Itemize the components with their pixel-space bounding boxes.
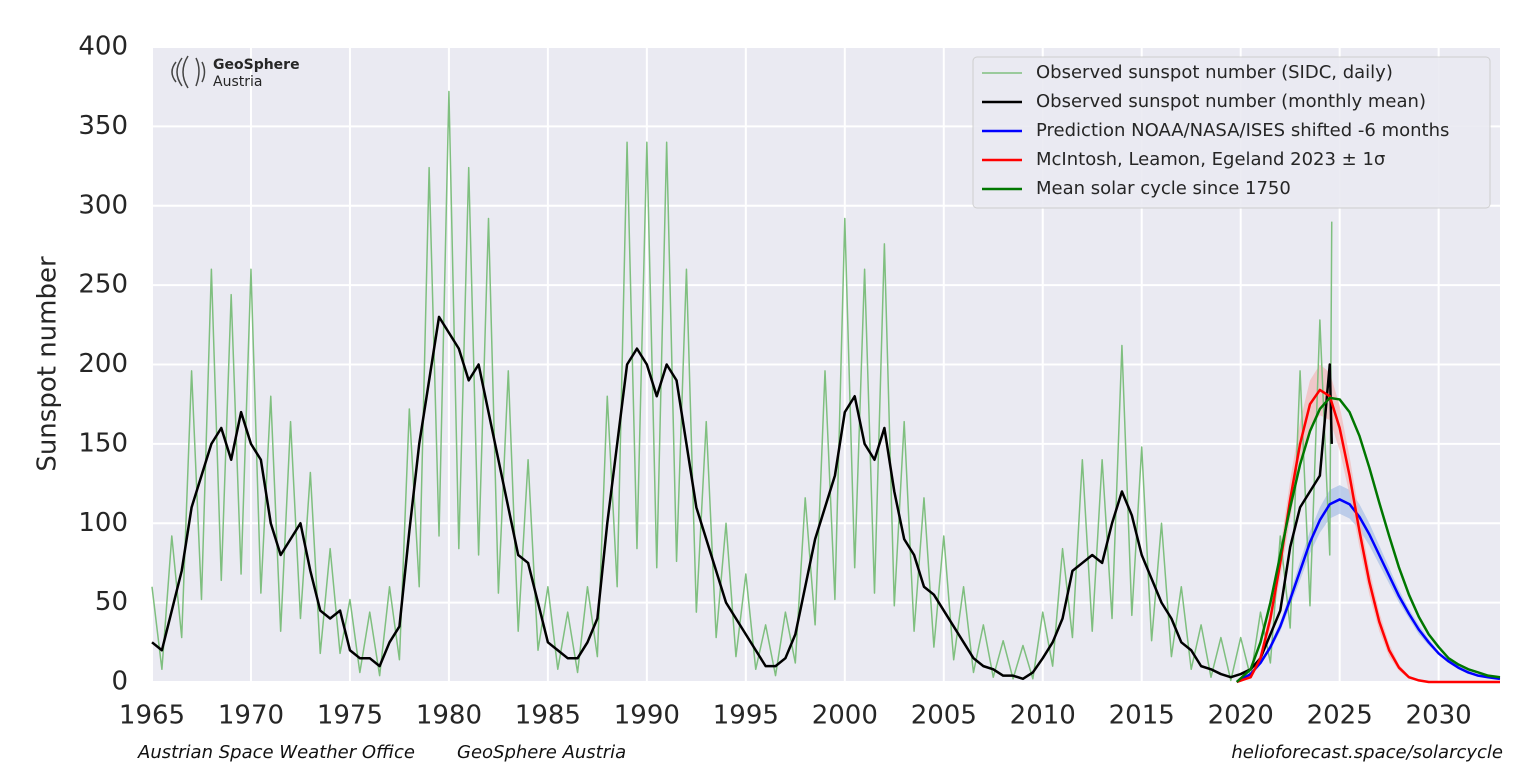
logo-text: Austria [213,74,262,90]
footer-text: Austrian Space Weather Office [137,742,415,763]
x-tick-label: 2010 [1010,701,1076,731]
series-line [151,90,1333,682]
y-tick-label: 350 [78,111,128,141]
legend-label: Mean solar cycle since 1750 [1036,178,1291,199]
x-tick-label: 1985 [515,701,581,731]
x-tick-label: 2000 [812,701,878,731]
x-tick-label: 2005 [911,701,977,731]
y-tick-label: 250 [78,270,128,300]
x-tick-label: 2025 [1307,701,1373,731]
footer-text: GeoSphere Austria [457,742,626,763]
legend-box [972,56,1491,209]
x-tick-label: 1990 [614,701,680,731]
y-tick-label: 100 [78,508,128,538]
logo: GeoSphere Austria [171,55,300,90]
x-tick-label: 2030 [1406,701,1472,731]
series-line [1236,498,1501,684]
x-tick-label: 1975 [317,701,383,731]
series-line [151,315,1333,681]
y-tick-label: 150 [78,428,128,458]
x-tick-label: 2015 [1109,701,1175,731]
x-tick-label: 1980 [416,701,482,731]
series-line [1235,396,1501,683]
footer-text: helioforecast.space/solarcycle [1231,742,1503,763]
y-tick-label: 0 [111,667,128,697]
logo-text: GeoSphere [213,57,300,73]
y-tick-label: 400 [78,32,128,62]
legend-label: Prediction NOAA/NASA/ISES shifted -6 mon… [1036,120,1449,141]
y-tick-label: 50 [95,587,128,617]
x-tick-label: 1995 [713,701,779,731]
y-tick-label: 300 [78,190,128,220]
legend-label: Observed sunspot number (SIDC, daily) [1036,62,1393,83]
x-tick-label: 2020 [1208,701,1274,731]
legend-label: McIntosh, Leamon, Egeland 2023 ± 1σ [1036,149,1385,170]
x-tick-label: 1970 [218,701,284,731]
x-tick-label: 1965 [119,701,185,731]
y-axis-label: Sunspot number [33,256,63,472]
y-tick-label: 200 [78,349,128,379]
legend-label: Observed sunspot number (monthly mean) [1036,91,1426,112]
confidence-band [1236,485,1500,682]
